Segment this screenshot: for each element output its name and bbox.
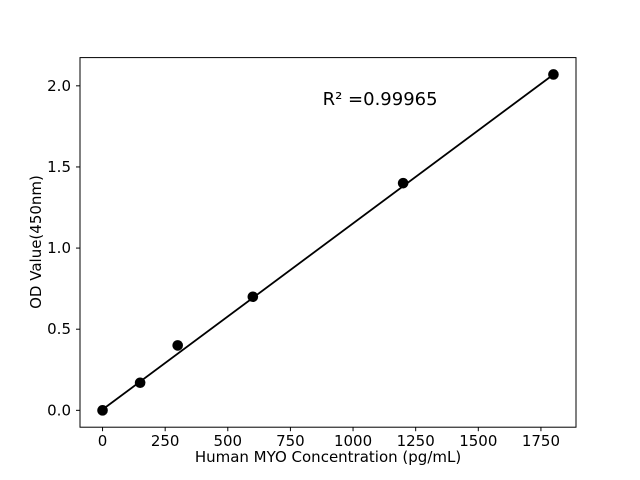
r-squared-annotation: R² =0.99965 bbox=[322, 89, 438, 111]
x-tick-label: 1250 bbox=[397, 432, 435, 450]
x-tick-label: 0 bbox=[98, 432, 108, 450]
x-tick-label: 750 bbox=[276, 432, 305, 450]
x-tick-label: 250 bbox=[151, 432, 180, 450]
data-point bbox=[397, 177, 409, 189]
y-tick-label: 2.0 bbox=[47, 77, 71, 95]
data-point bbox=[97, 405, 108, 416]
y-tick-label: 0.5 bbox=[47, 320, 71, 338]
x-tick-label: 1500 bbox=[459, 432, 497, 450]
x-tick-label: 500 bbox=[213, 432, 242, 450]
plot-border bbox=[79, 57, 577, 428]
x-tick-label: 1750 bbox=[522, 432, 560, 450]
x-tick-label: 1000 bbox=[334, 432, 372, 450]
x-axis-label: Human MYO Concentration (pg/mL) bbox=[194, 448, 462, 466]
data-point bbox=[548, 69, 559, 80]
data-point bbox=[247, 291, 259, 303]
y-tick-label: 1.0 bbox=[47, 239, 71, 257]
data-point bbox=[134, 377, 146, 389]
y-tick-label: 1.5 bbox=[47, 158, 71, 176]
fit-line bbox=[102, 73, 554, 411]
y-tick-label: 0.0 bbox=[47, 401, 71, 419]
y-axis-label: OD Value(450nm) bbox=[27, 175, 45, 309]
data-point bbox=[172, 340, 183, 351]
